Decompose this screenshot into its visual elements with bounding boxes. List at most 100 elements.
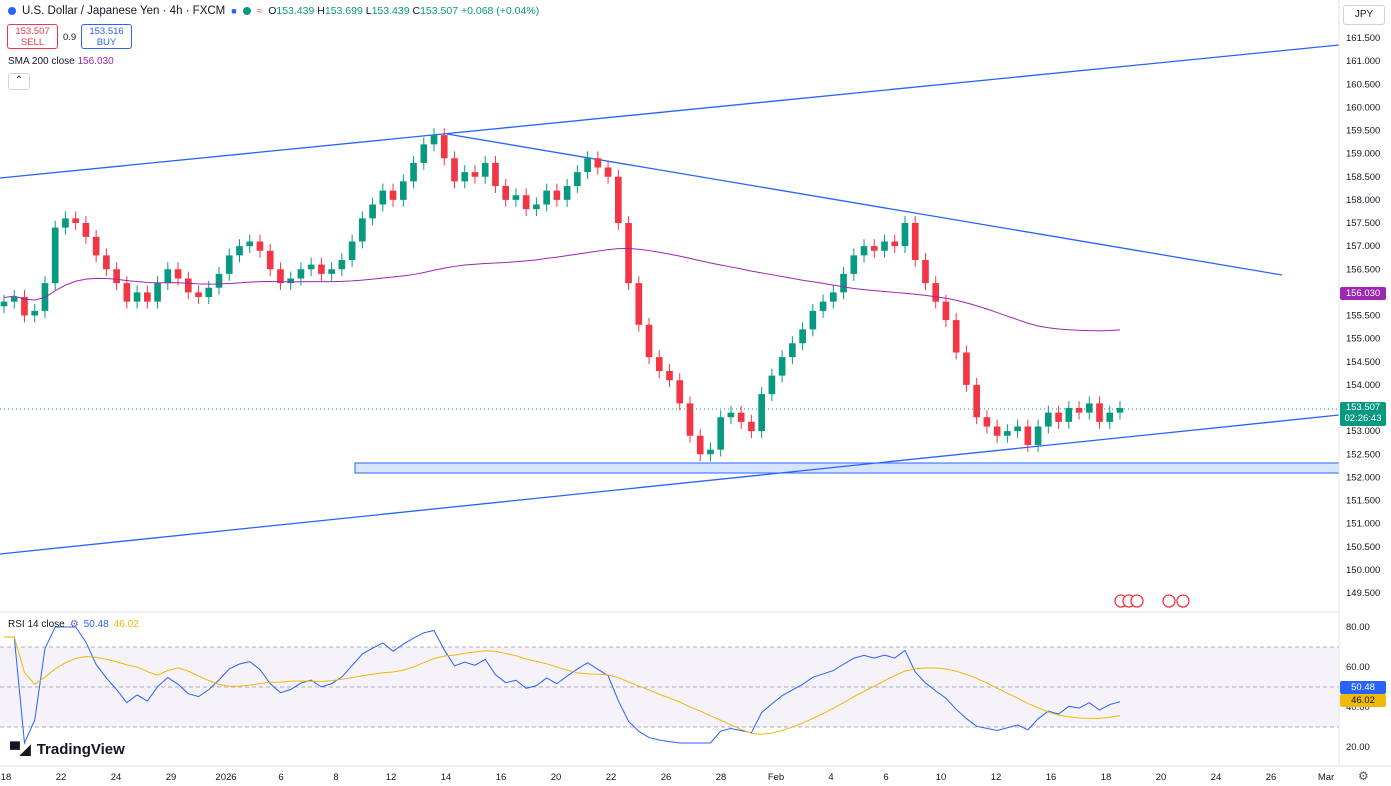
candle-body (481, 162, 489, 177)
price-tick-label: 157.500 (1346, 218, 1380, 229)
currency-selector[interactable]: JPY (1343, 5, 1385, 25)
upper-channel-trendline[interactable] (0, 44, 1340, 179)
candle-body (246, 241, 254, 247)
candle-body (410, 162, 417, 182)
candle-body (164, 269, 172, 284)
candle-body (389, 190, 397, 200)
price-tick-label: 158.000 (1346, 195, 1380, 206)
collapse-legend-button[interactable]: ⌃ (8, 73, 30, 90)
candle-body (563, 186, 571, 200)
rsi-ma-value: 46.02 (113, 619, 139, 630)
rsi-band (0, 647, 1339, 727)
symbol-header[interactable]: U.S. Dollar / Japanese Yen · 4h · FXCM ■… (8, 5, 539, 17)
support-zone[interactable] (354, 462, 1340, 474)
rsi-axis: 80.00 60.00 40.00 20.00 (1346, 622, 1370, 753)
candle-body (1065, 408, 1073, 422)
candle-body (1116, 408, 1124, 413)
candlestick-series (0, 128, 1124, 462)
candle-body (645, 324, 653, 358)
time-tick-label: 12 (386, 772, 397, 783)
price-tick-label: 154.000 (1346, 380, 1380, 391)
sell-button[interactable]: 153.507 SELL (7, 24, 58, 49)
tradingview-logo-icon: ▀◢ (10, 741, 31, 757)
settings-icon[interactable]: ⚙ (1358, 769, 1369, 783)
candle-body (891, 241, 899, 247)
us-flag-icon (1176, 594, 1190, 608)
candle-body (1096, 403, 1103, 422)
candle-body (82, 223, 90, 237)
candle-body (103, 255, 110, 270)
symbol-title[interactable]: U.S. Dollar / Japanese Yen · 4h · FXCM (22, 5, 226, 17)
price-axis: 161.500 161.000 160.500 160.000 159.500 159.0… (1346, 33, 1380, 599)
price-tick-label: 150.500 (1346, 542, 1380, 553)
time-tick-label: 16 (1046, 772, 1057, 783)
candle-body (399, 181, 407, 200)
candle-body (901, 223, 909, 247)
candle-body (574, 172, 581, 186)
rsi-tick-label: 40.00 (1346, 702, 1370, 713)
candle-body (420, 144, 428, 163)
candle-body (195, 292, 202, 297)
price-tick-label: 160.500 (1346, 79, 1380, 90)
candle-body (1055, 412, 1062, 422)
candle-body (758, 394, 765, 432)
candle-body (686, 403, 694, 436)
candle-body (471, 172, 479, 177)
candle-body (789, 343, 796, 358)
candle-body (911, 223, 919, 260)
candle-body (461, 172, 469, 182)
price-tick-label: 155.500 (1346, 311, 1380, 322)
candle-body (133, 292, 141, 302)
buy-button[interactable]: 153.516 BUY (81, 24, 132, 49)
candle-body (287, 278, 295, 284)
time-tick-label: 24 (1211, 772, 1222, 783)
candle-body (359, 218, 366, 242)
candle-body (205, 287, 213, 297)
candle-body (543, 190, 550, 205)
candle-body (21, 297, 28, 316)
candle-body (307, 264, 315, 270)
buy-label: BUY (96, 37, 117, 48)
spread-value: 0.9 (63, 32, 77, 43)
sma-value: 156.030 (77, 56, 114, 67)
candle-body (696, 435, 704, 455)
time-tick-label: 22 (606, 772, 617, 783)
price-tick-label: 156.500 (1346, 264, 1380, 275)
sma200-line (3, 248, 1121, 332)
time-tick-label: 18 (1101, 772, 1112, 783)
candle-body (881, 241, 888, 251)
settings-icon[interactable]: ⚙ (69, 619, 79, 630)
candle-body (174, 269, 182, 279)
candle-body (0, 301, 8, 307)
rsi-legend[interactable]: RSI 14 close ⚙ 50.48 46.02 (8, 619, 139, 630)
lower-channel-trendline[interactable] (0, 414, 1340, 555)
candle-body (707, 449, 714, 455)
buy-price: 153.516 (89, 26, 124, 37)
candle-body (1034, 426, 1042, 445)
candle-body (1045, 412, 1052, 427)
data-source-icon: ≈ (256, 5, 263, 17)
last-price-badge: 153.507 02:26:43 (1340, 402, 1386, 426)
candle-body (870, 246, 878, 251)
candle-body (338, 260, 346, 270)
sma-legend[interactable]: SMA 200 close 156.030 (8, 56, 114, 67)
time-tick-label: 6 (278, 772, 283, 783)
price-tick-label: 152.500 (1346, 449, 1380, 460)
candle-body (625, 223, 632, 284)
time-tick-label: 29 (166, 772, 177, 783)
candle-body (604, 167, 612, 177)
price-tick-label: 151.000 (1346, 519, 1380, 530)
candle-body (277, 269, 284, 284)
candle-body (154, 283, 161, 302)
candle-body (297, 269, 305, 279)
event-icons[interactable] (1114, 594, 1190, 608)
candle-body (584, 158, 591, 173)
price-tick-label: 154.500 (1346, 357, 1380, 368)
descending-trendline[interactable] (446, 133, 1283, 276)
candle-body (963, 352, 970, 385)
candle-body (51, 227, 59, 284)
us-flag-icon (8, 7, 16, 15)
price-tick-label: 149.500 (1346, 588, 1380, 599)
tradingview-logo[interactable]: ▀◢ TradingView (10, 741, 125, 758)
